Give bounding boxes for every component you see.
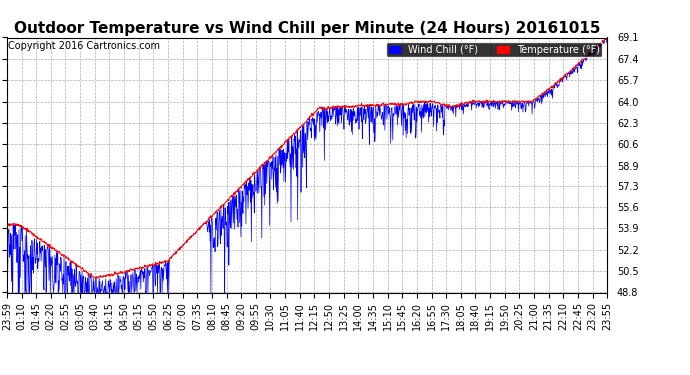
Title: Outdoor Temperature vs Wind Chill per Minute (24 Hours) 20161015: Outdoor Temperature vs Wind Chill per Mi… bbox=[14, 21, 600, 36]
Legend: Wind Chill (°F), Temperature (°F): Wind Chill (°F), Temperature (°F) bbox=[386, 42, 602, 57]
Text: Copyright 2016 Cartronics.com: Copyright 2016 Cartronics.com bbox=[8, 41, 159, 51]
